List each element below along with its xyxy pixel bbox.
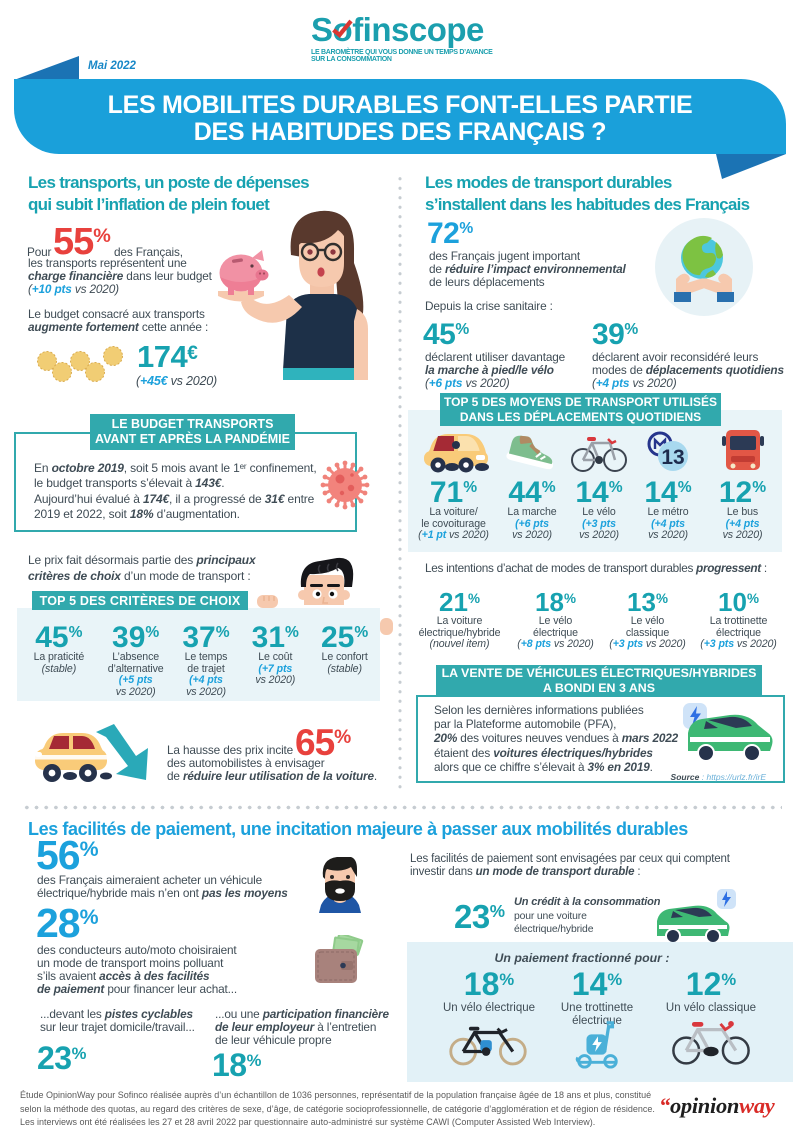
svg-text:13: 13 [661,446,684,469]
